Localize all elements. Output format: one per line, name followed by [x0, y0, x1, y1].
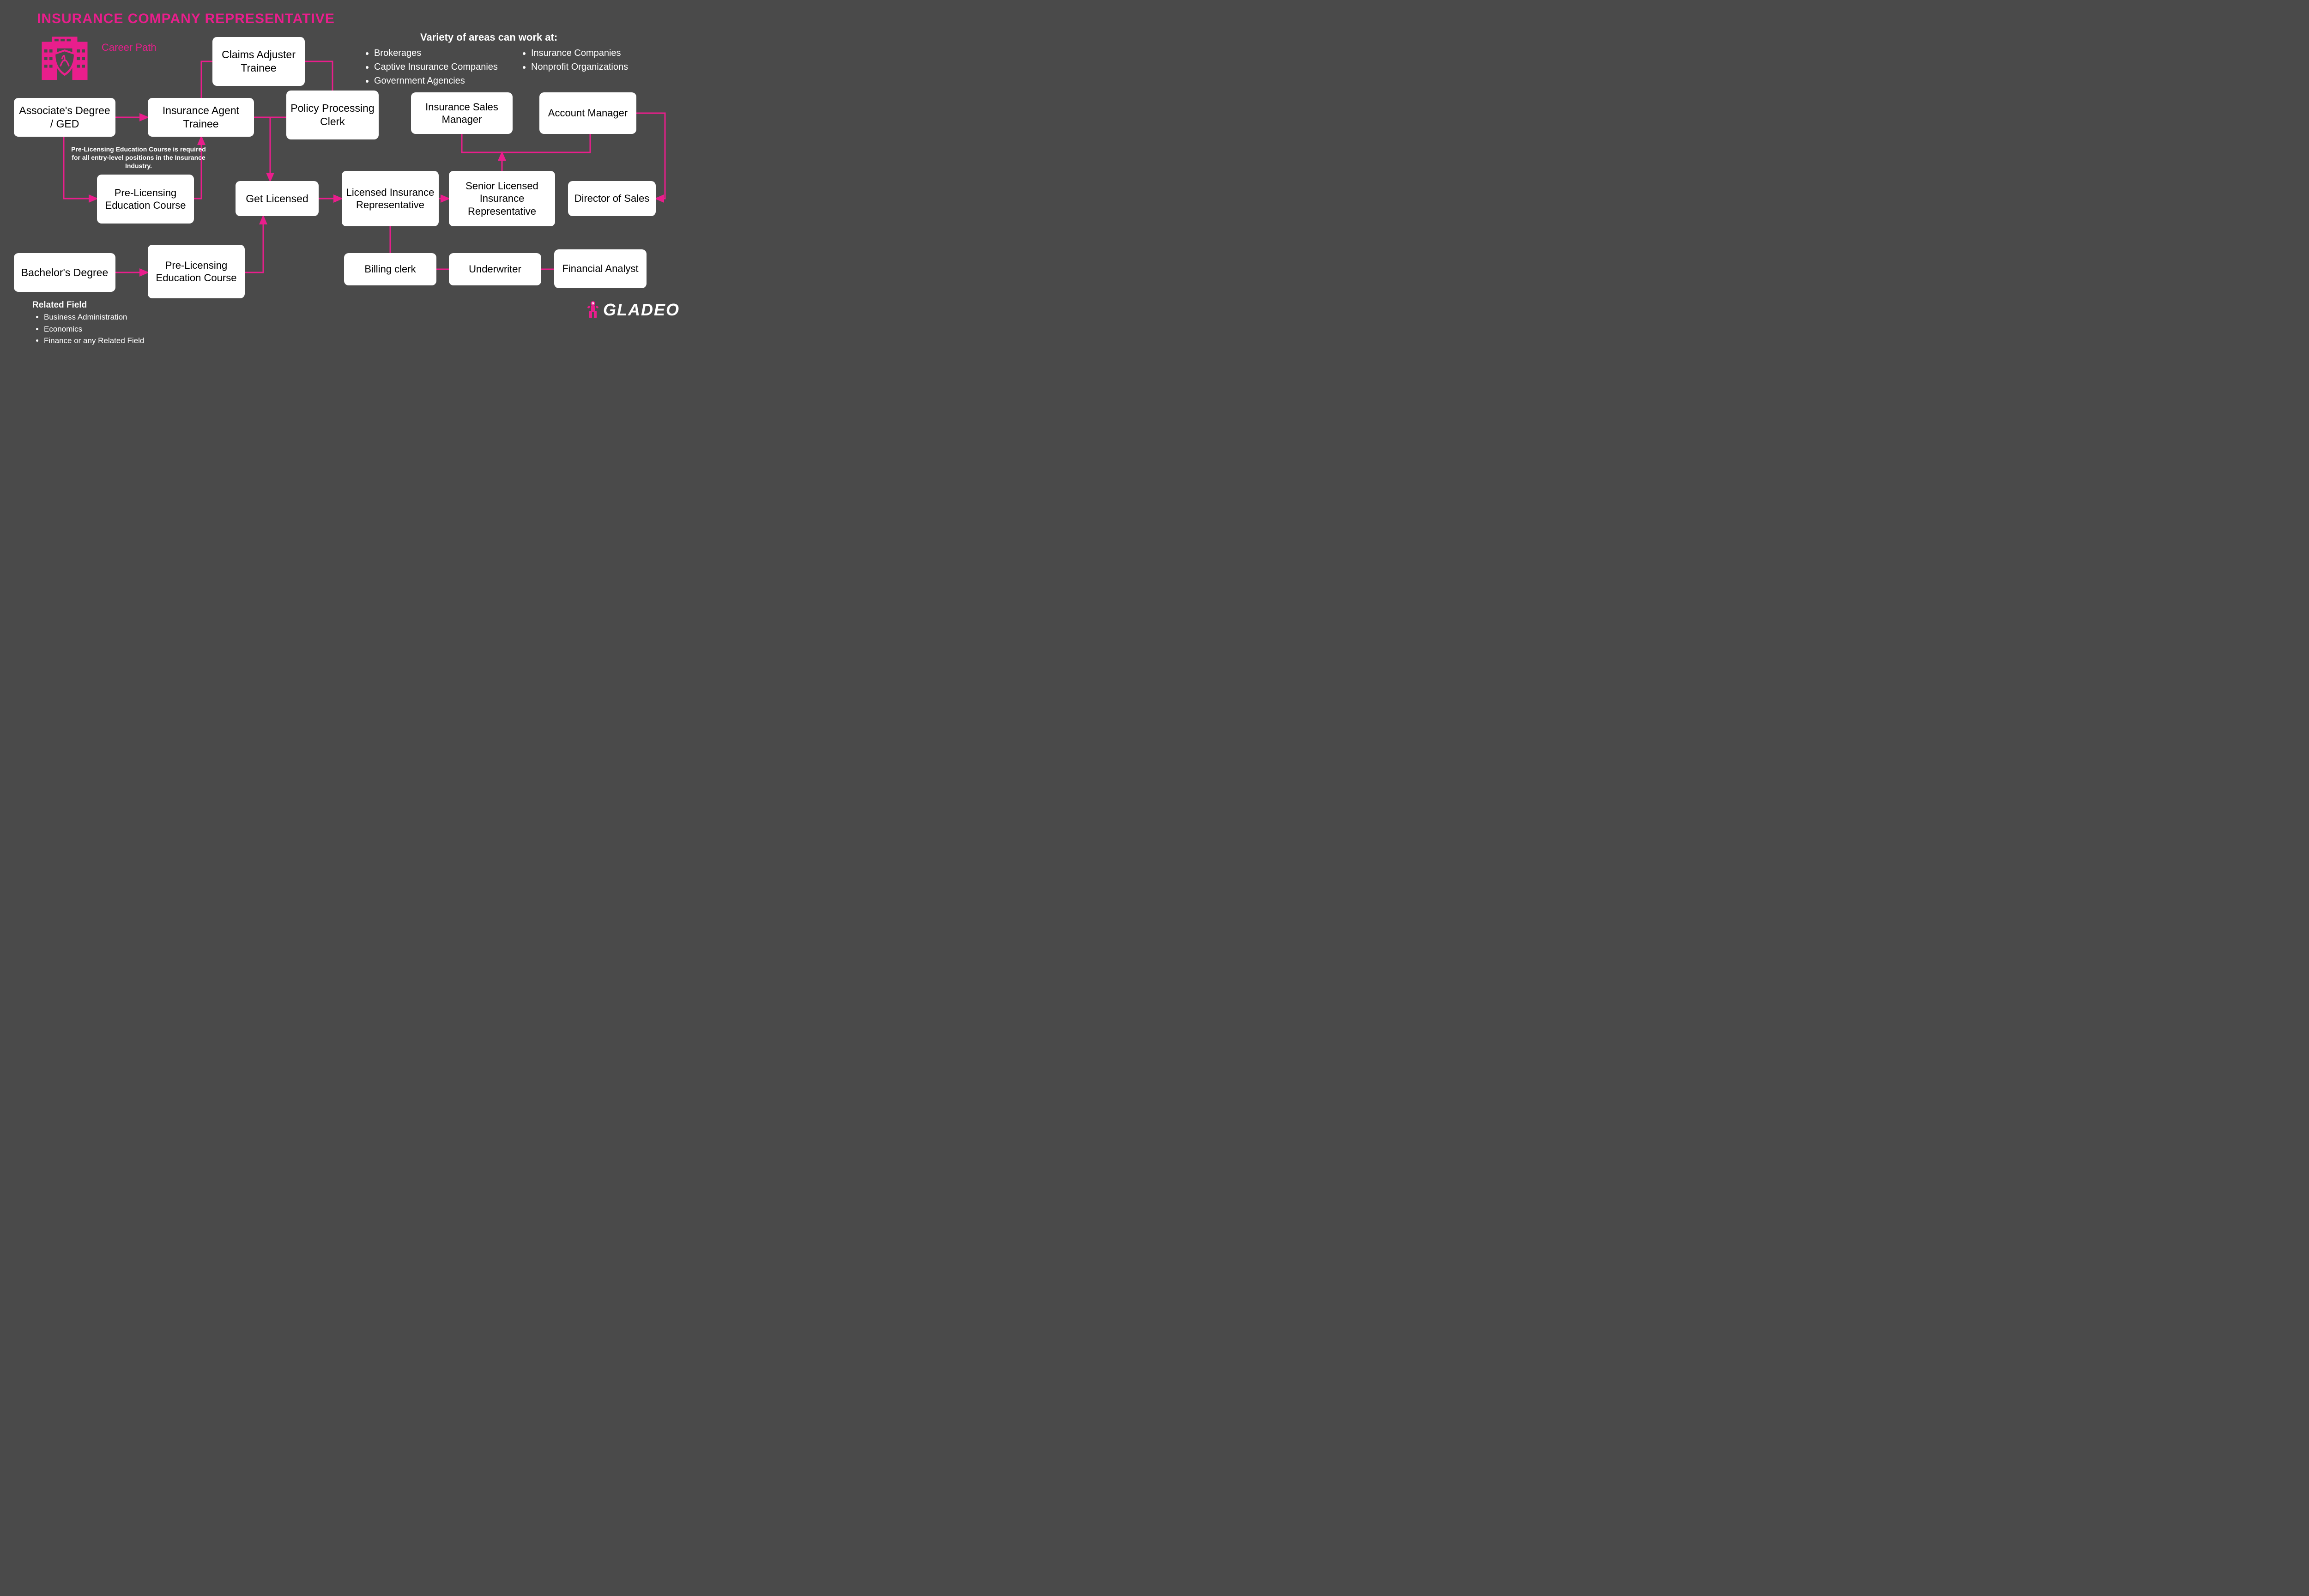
building-shield-icon [39, 34, 90, 87]
node-agent_trainee: Insurance Agent Trainee [148, 98, 254, 137]
node-acctmgr: Account Manager [539, 92, 636, 134]
node-bachelors: Bachelor's Degree [14, 253, 115, 292]
page-title: INSURANCE COMPANY REPRESENTATIVE [37, 11, 335, 27]
related-field-list: Business AdministrationEconomicsFinance … [35, 311, 144, 347]
node-licrep: Licensed Insurance Representative [342, 171, 439, 226]
node-senior: Senior Licensed Insurance Representative [449, 171, 555, 226]
prelicensing-note: Pre-Licensing Education Course is requir… [69, 145, 208, 170]
node-prelic1: Pre-Licensing Education Course [97, 175, 194, 224]
node-underwriter: Underwriter [449, 253, 541, 285]
node-billing: Billing clerk [344, 253, 436, 285]
node-associates: Associate's Degree / GED [14, 98, 115, 137]
node-analyst: Financial Analyst [554, 249, 647, 288]
list-item: Captive Insurance Companies [374, 60, 498, 74]
list-item: Finance or any Related Field [44, 335, 144, 347]
gladeo-logo-text: GLADEO [603, 300, 680, 320]
list-item: Business Administration [44, 311, 144, 323]
gladeo-logo: G GLADEO [586, 300, 680, 320]
node-getlic: Get Licensed [236, 181, 319, 216]
node-claims: Claims Adjuster Trainee [212, 37, 305, 86]
list-item: Government Agencies [374, 74, 498, 88]
list-item: Nonprofit Organizations [531, 60, 628, 74]
workareas-heading: Variety of areas can work at: [420, 31, 557, 43]
workareas-list-left: BrokeragesCaptive Insurance CompaniesGov… [365, 46, 498, 88]
node-prelic2: Pre-Licensing Education Course [148, 245, 245, 298]
node-salesmgr: Insurance Sales Manager [411, 92, 513, 134]
list-item: Brokerages [374, 46, 498, 60]
related-field-heading: Related Field [32, 300, 87, 310]
subtitle-career-path: Career Path [102, 42, 157, 54]
list-item: Insurance Companies [531, 46, 628, 60]
workareas-list-right: Insurance CompaniesNonprofit Organizatio… [522, 46, 628, 74]
svg-text:G: G [592, 302, 594, 305]
node-policy: Policy Processing Clerk [286, 91, 379, 139]
node-director: Director of Sales [568, 181, 656, 216]
list-item: Economics [44, 323, 144, 335]
